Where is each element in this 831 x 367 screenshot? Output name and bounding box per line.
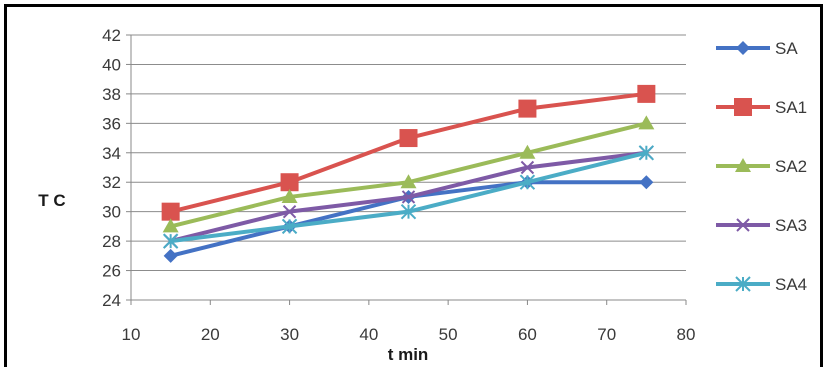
legend-item: SA4 (716, 275, 807, 294)
data-point (638, 115, 655, 130)
series-sa (163, 175, 654, 263)
legend-label: SA4 (775, 275, 807, 294)
data-point (520, 160, 535, 175)
data-point (162, 218, 179, 233)
data-point (280, 173, 299, 192)
data-point (639, 175, 654, 190)
x-tick-label: 30 (280, 325, 299, 344)
y-tick-label: 30 (102, 203, 121, 222)
x-tick-label: 20 (201, 325, 220, 344)
data-point (518, 99, 537, 118)
series-sa1 (161, 84, 656, 221)
legend: SA SA1 SA2 SA3 SA4 (716, 39, 807, 294)
y-tick-label: 42 (102, 26, 121, 45)
data-point (519, 174, 536, 190)
x-tick-label: 80 (677, 325, 696, 344)
x-tick-labels: 10 20 30 40 50 60 70 80 (122, 300, 696, 344)
legend-marker (735, 276, 751, 292)
axes (130, 35, 686, 301)
data-point (281, 218, 298, 235)
y-tick-label: 28 (102, 232, 121, 251)
legend-label: SA (775, 39, 798, 58)
series-sa2 (162, 115, 655, 233)
y-tick-label: 24 (102, 291, 121, 310)
data-point (637, 84, 656, 103)
x-tick-label: 40 (359, 325, 378, 344)
y-tick-label: 26 (102, 262, 121, 281)
data-point (281, 188, 298, 203)
y-tick-label: 38 (102, 85, 121, 104)
data-point (282, 204, 297, 219)
data-point (161, 202, 180, 221)
legend-item: SA2 (716, 157, 807, 176)
y-tick-label: 32 (102, 173, 121, 192)
data-point (163, 248, 178, 263)
legend-label: SA3 (775, 216, 807, 235)
series-sa4 (162, 145, 655, 249)
data-point (401, 190, 416, 204)
y-tick-label: 36 (102, 114, 121, 133)
legend-item: SA3 (716, 216, 807, 235)
x-axis-label: t min (388, 345, 429, 364)
data-point (162, 233, 179, 249)
legend-marker (736, 41, 750, 55)
series-layer (161, 84, 656, 263)
data-point (399, 129, 418, 148)
data-point (638, 145, 655, 161)
x-tick-label: 50 (439, 325, 458, 344)
x-tick-label: 60 (518, 325, 537, 344)
data-point (519, 144, 536, 159)
legend-label: SA2 (775, 157, 807, 176)
data-point (400, 203, 417, 220)
y-tick-label: 34 (102, 144, 121, 163)
y-axis-label: T C (38, 191, 65, 210)
x-tick-label: 10 (122, 325, 141, 344)
legend-marker (736, 218, 750, 232)
x-tick-label: 70 (597, 325, 616, 344)
legend-item: SA (716, 39, 798, 58)
data-point (400, 174, 417, 189)
y-tick-label: 40 (102, 55, 121, 74)
y-tick-labels: 24 26 28 30 32 34 36 38 40 42 (102, 26, 131, 310)
legend-marker (734, 98, 752, 116)
legend-label: SA1 (775, 98, 807, 117)
legend-marker (735, 158, 751, 172)
legend-item: SA1 (716, 98, 807, 117)
